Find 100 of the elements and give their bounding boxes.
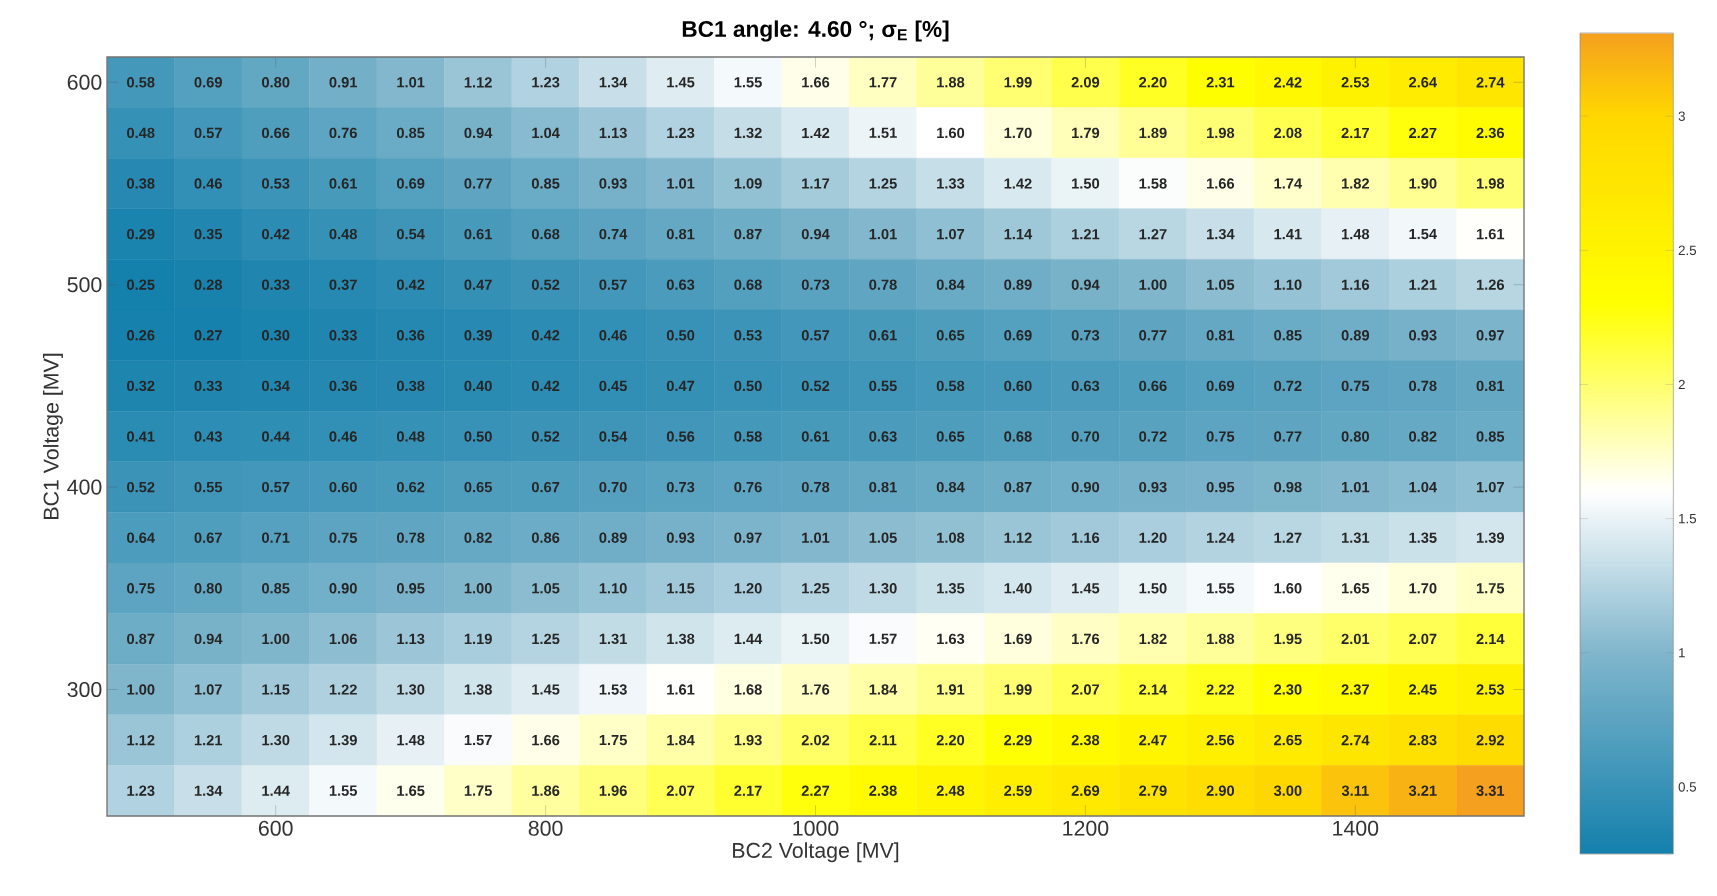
data-label: 1.12 xyxy=(464,77,492,88)
data-label: 1.89 xyxy=(1139,127,1167,139)
data-label: 0.28 xyxy=(194,279,223,290)
data-label: 0.54 xyxy=(599,431,628,442)
data-label: 0.87 xyxy=(1004,481,1032,493)
data-label: 0.76 xyxy=(329,127,357,139)
data-label: 1.69 xyxy=(1004,633,1032,645)
data-label: 0.45 xyxy=(599,380,627,392)
data-label: 0.48 xyxy=(329,228,357,240)
data-label: 0.73 xyxy=(1071,330,1100,341)
data-label: 0.97 xyxy=(734,532,762,543)
data-label: 1.42 xyxy=(802,127,830,139)
data-label: 0.78 xyxy=(1409,380,1437,392)
data-label: 0.65 xyxy=(464,481,492,493)
color-bar-label: 0.5 xyxy=(1678,782,1697,792)
data-label: 1.66 xyxy=(1207,178,1235,189)
data-label: 0.52 xyxy=(801,380,830,392)
data-label: 1.96 xyxy=(599,785,627,796)
data-label: 0.70 xyxy=(599,481,627,493)
data-label: 2.29 xyxy=(1004,734,1032,746)
data-label: 2.47 xyxy=(1139,734,1167,746)
data-label: 0.77 xyxy=(1139,330,1167,341)
x-axis-title: BC2 Voltage [MV] xyxy=(733,842,899,863)
data-label: 1.35 xyxy=(1409,532,1437,543)
data-label: 2.64 xyxy=(1409,77,1437,88)
data-label: 0.43 xyxy=(194,431,222,442)
data-label: 0.90 xyxy=(1071,481,1100,493)
data-label: 0.42 xyxy=(396,279,425,290)
data-label: 0.61 xyxy=(801,431,830,442)
data-label: 0.72 xyxy=(1274,380,1302,392)
data-label: 0.77 xyxy=(464,178,492,189)
data-label: 1.30 xyxy=(397,684,425,695)
data-label: 0.77 xyxy=(1274,431,1302,442)
data-label: 1.65 xyxy=(397,785,425,796)
data-label: 1.16 xyxy=(1341,279,1370,290)
data-label: 0.73 xyxy=(666,481,695,493)
data-label: 0.52 xyxy=(531,431,560,442)
data-label: 2.22 xyxy=(1206,684,1235,695)
data-label: 1.98 xyxy=(1207,127,1235,139)
data-label: 0.64 xyxy=(127,532,155,543)
data-label: 1.93 xyxy=(734,734,762,746)
data-label: 0.85 xyxy=(1274,330,1302,341)
data-label: 1.15 xyxy=(667,583,695,594)
data-label: 0.85 xyxy=(531,178,560,189)
data-label: 2.38 xyxy=(869,785,897,796)
data-label: 0.63 xyxy=(1071,380,1100,392)
data-label: 1.50 xyxy=(802,633,830,645)
data-label: 1.10 xyxy=(1274,279,1302,290)
data-label: 0.84 xyxy=(936,279,965,290)
data-label: 0.85 xyxy=(1476,431,1505,442)
x-tick-label: 600 xyxy=(258,820,293,836)
data-label: 1.00 xyxy=(262,633,290,645)
data-label: 2.27 xyxy=(801,785,830,796)
y-axis-title: BC1 Voltage [MV] xyxy=(42,353,63,519)
data-label: 2.79 xyxy=(1139,785,1167,796)
data-label: 1.23 xyxy=(667,127,695,139)
data-label: 0.93 xyxy=(666,532,695,543)
data-label: 0.69 xyxy=(1206,380,1235,392)
data-label: 0.98 xyxy=(1274,481,1302,493)
data-label: 0.93 xyxy=(599,178,627,189)
data-label: 1.32 xyxy=(734,127,762,139)
data-label: 2.37 xyxy=(1341,684,1369,695)
data-label: 0.66 xyxy=(1139,380,1167,392)
data-label: 0.93 xyxy=(1139,481,1167,493)
data-label: 1.88 xyxy=(937,77,965,88)
data-label: 1.86 xyxy=(532,785,560,796)
data-label: 1.34 xyxy=(599,77,628,88)
data-label: 0.95 xyxy=(1206,481,1235,493)
data-label: 1.07 xyxy=(194,684,222,695)
data-label: 1.55 xyxy=(1207,583,1235,594)
data-label: 1.74 xyxy=(1274,178,1303,189)
data-label: 0.42 xyxy=(531,330,560,341)
data-label: 3.31 xyxy=(1476,785,1505,796)
color-bar-label: 1.5 xyxy=(1679,513,1697,524)
data-label: 0.68 xyxy=(531,228,560,240)
data-label: 0.75 xyxy=(127,583,155,594)
data-label: 2.07 xyxy=(666,785,695,796)
data-label: 2.74 xyxy=(1341,734,1370,746)
data-label: 0.86 xyxy=(531,532,560,543)
data-label: 0.57 xyxy=(599,279,627,290)
data-label: 0.39 xyxy=(464,330,492,341)
data-label: 2.90 xyxy=(1206,785,1235,796)
data-label: 2.38 xyxy=(1071,734,1100,746)
data-label: 1.48 xyxy=(1341,228,1370,240)
data-label: 0.61 xyxy=(329,178,358,189)
data-label: 0.78 xyxy=(869,279,897,290)
data-label: 2.17 xyxy=(1341,127,1369,139)
y-tick-label: 500 xyxy=(67,277,102,293)
x-tick-label: 1400 xyxy=(1333,820,1379,836)
data-label: 3.00 xyxy=(1273,785,1302,796)
data-label: 1.50 xyxy=(1072,178,1100,189)
data-label: 0.97 xyxy=(1476,330,1504,341)
data-label: 1.57 xyxy=(464,734,492,746)
data-label: 1.79 xyxy=(1072,127,1100,139)
data-label: 0.40 xyxy=(464,380,492,392)
data-label: 1.01 xyxy=(1341,481,1370,493)
data-label: 1.00 xyxy=(127,684,155,695)
data-label: 2.02 xyxy=(801,734,830,746)
data-label: 1.40 xyxy=(1004,583,1032,594)
data-label: 0.85 xyxy=(396,127,425,139)
